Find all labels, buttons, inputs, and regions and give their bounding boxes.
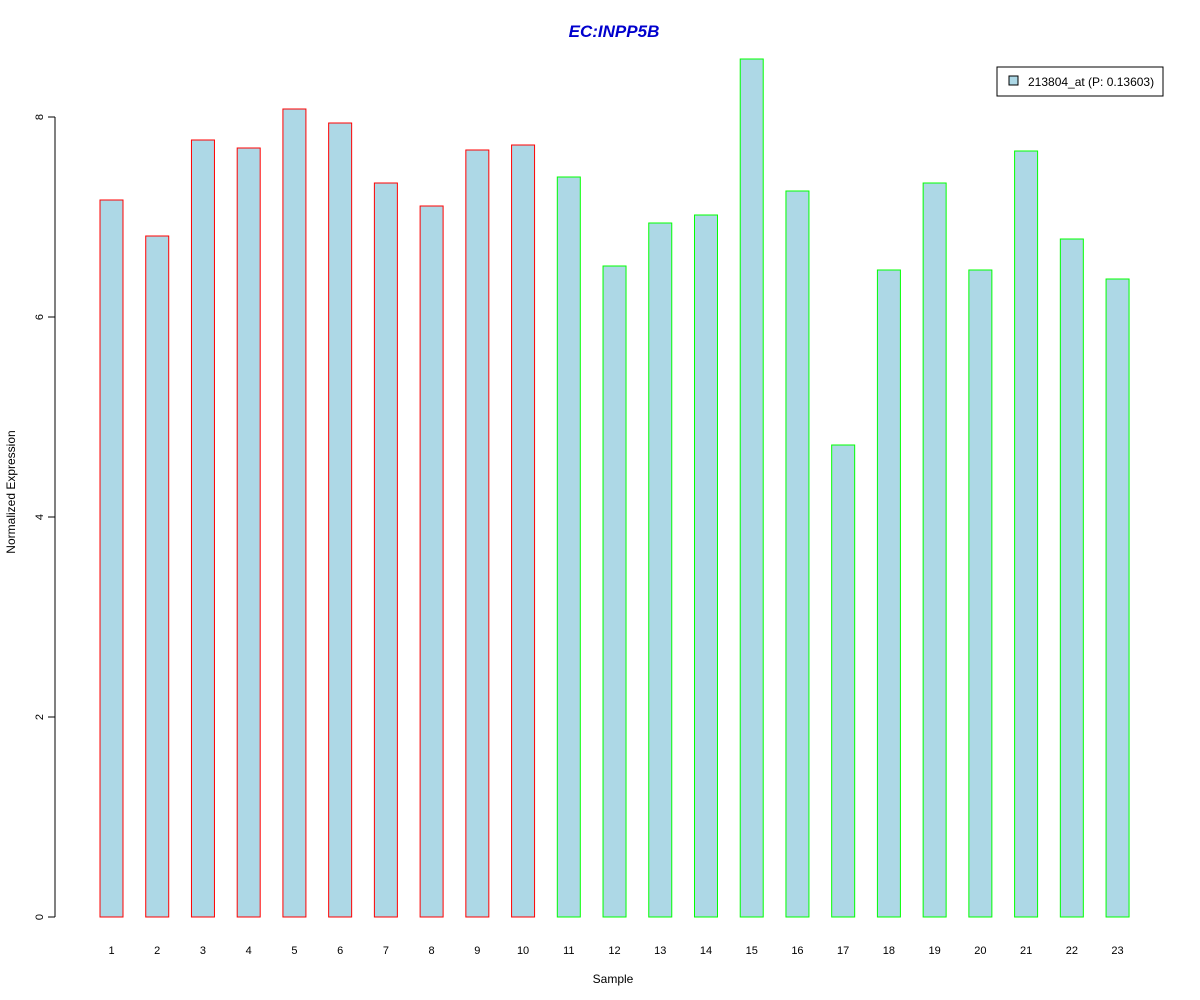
bar (785, 190, 810, 918)
x-tick-label: 1 (108, 945, 114, 957)
bar (831, 444, 856, 918)
y-tick-label: 0 (34, 914, 46, 920)
bar (602, 265, 627, 918)
x-axis-label: Sample (593, 972, 634, 986)
bar (1059, 238, 1084, 918)
x-tick-label: 21 (1020, 945, 1032, 957)
x-tick-label: 4 (246, 945, 252, 957)
x-tick-label: 10 (517, 945, 529, 957)
legend: 213804_at (P: 0.13603) (996, 66, 1164, 97)
bar (693, 214, 718, 918)
bar (419, 205, 444, 918)
bar (1014, 150, 1039, 918)
bar (922, 182, 947, 918)
x-tick-label: 18 (883, 945, 895, 957)
bar (648, 222, 673, 918)
y-tick-label: 6 (34, 314, 46, 320)
x-tick-label: 15 (746, 945, 758, 957)
bar (282, 108, 307, 918)
x-tick-label: 16 (791, 945, 803, 957)
bar (99, 199, 124, 918)
bars (99, 58, 1130, 918)
bar (236, 147, 261, 918)
y-tick-label: 2 (34, 714, 46, 720)
x-tick-label: 12 (608, 945, 620, 957)
x-tick-label: 8 (429, 945, 435, 957)
y-axis-label: Normalized Expression (4, 430, 18, 553)
bar (739, 58, 764, 918)
x-tick-label: 13 (654, 945, 666, 957)
x-tick-label: 22 (1066, 945, 1078, 957)
x-tick-label: 5 (291, 945, 297, 957)
legend-entry: 213804_at (P: 0.13603) (1028, 75, 1154, 89)
bar (511, 144, 536, 918)
legend-box (996, 66, 1164, 97)
x-tick-label: 9 (474, 945, 480, 957)
chart-title: EC:INPP5B (569, 22, 660, 41)
bar (465, 149, 490, 918)
bar (373, 182, 398, 918)
bar (145, 235, 170, 918)
x-tick-label: 2 (154, 945, 160, 957)
x-tick-label: 14 (700, 945, 712, 957)
x-axis-tick-labels: 1 2 3 4 5 6 7 8 9 10 11 12 13 14 15 16 17 18 19 20 21 22 23 (108, 945, 1123, 957)
x-tick-label: 7 (383, 945, 389, 957)
x-tick-label: 23 (1111, 945, 1123, 957)
x-tick-label: 3 (200, 945, 206, 957)
bar (328, 122, 353, 918)
x-tick-label: 19 (929, 945, 941, 957)
bar (876, 269, 901, 918)
y-axis: 0 2 4 6 8 (34, 114, 56, 920)
bar (1105, 278, 1130, 918)
x-tick-label: 17 (837, 945, 849, 957)
y-tick-label: 8 (34, 114, 46, 120)
bar (190, 139, 215, 918)
bar (556, 176, 581, 918)
y-tick-label: 4 (34, 514, 46, 520)
x-tick-label: 20 (974, 945, 986, 957)
bar (968, 269, 993, 918)
x-tick-label: 6 (337, 945, 343, 957)
legend-swatch (1008, 75, 1019, 86)
x-tick-label: 11 (563, 945, 574, 957)
